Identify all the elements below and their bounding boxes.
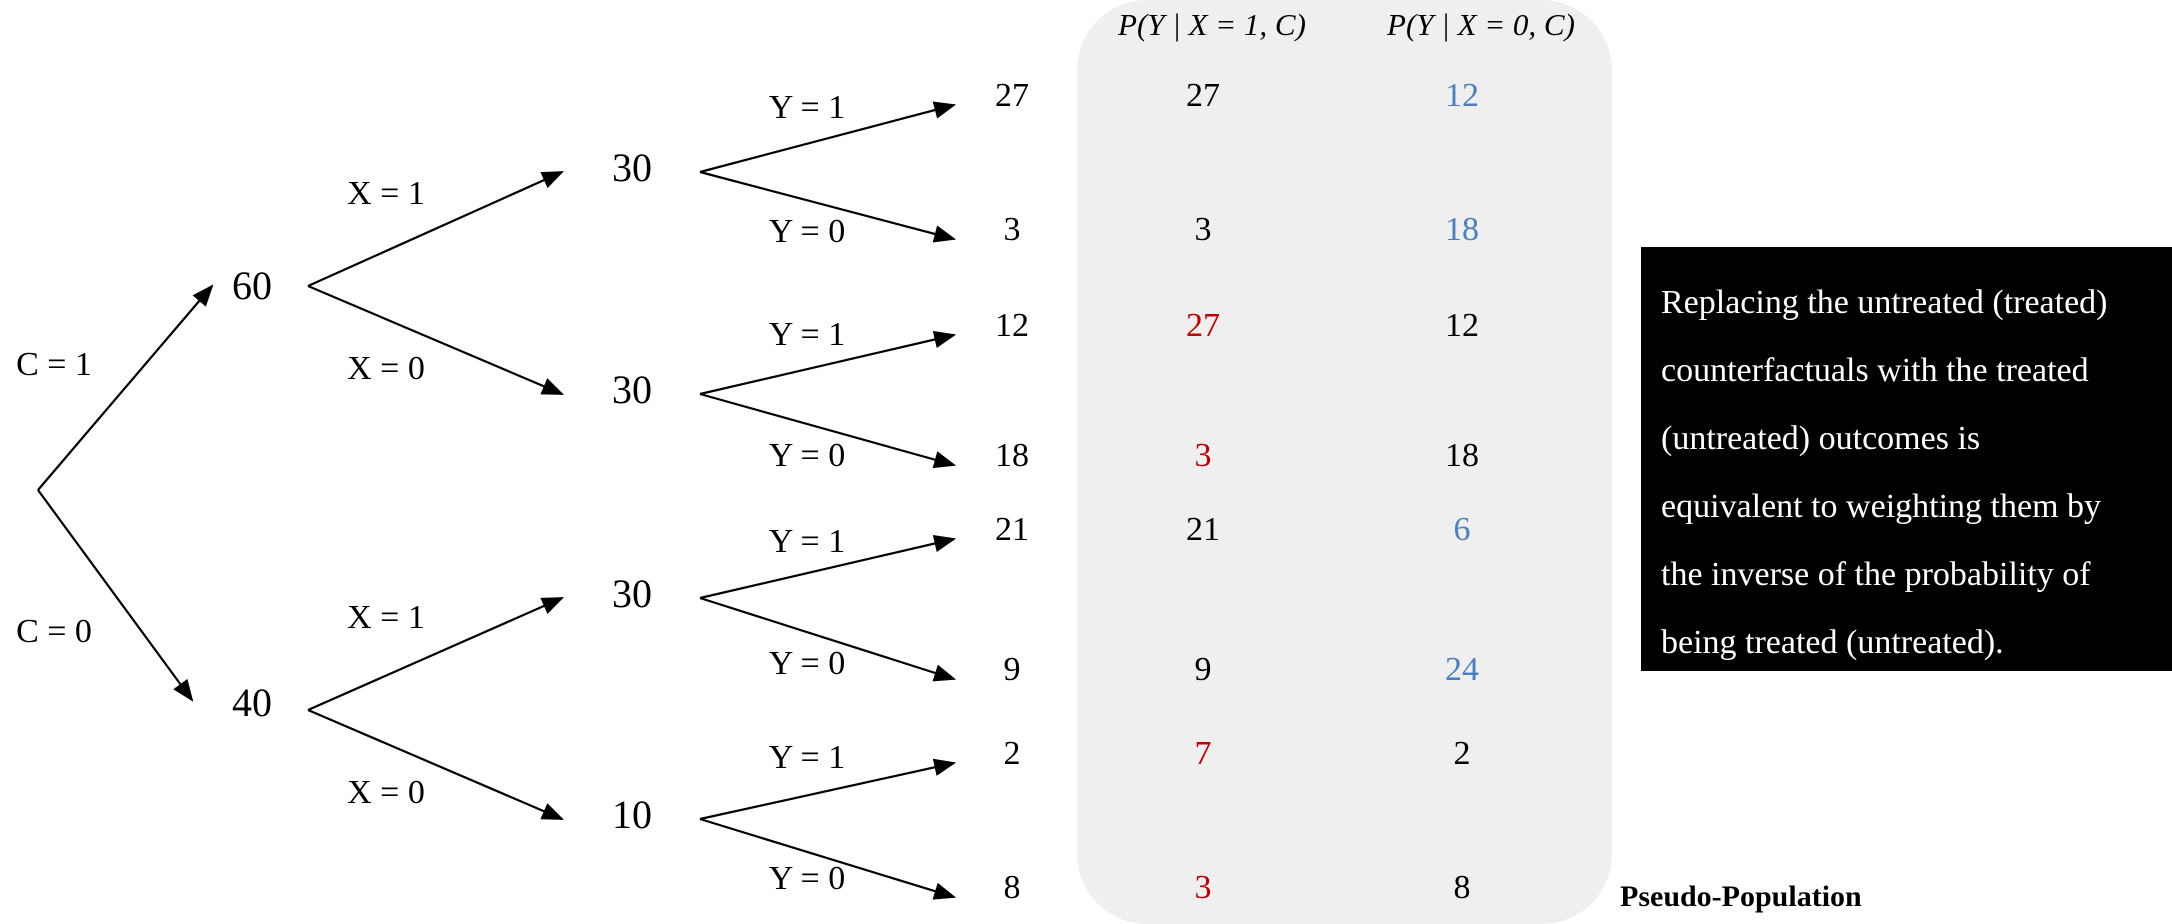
pseudo-value-untreated: 2: [1454, 735, 1471, 772]
tree-edges: [37, 101, 957, 900]
x-node-count: 30: [612, 571, 652, 616]
note-line: equivalent to weighting them by: [1661, 488, 2102, 525]
note-line: the inverse of the probability of: [1661, 556, 2091, 593]
x-node-count: 10: [612, 792, 652, 837]
pseudo-value-untreated: 12: [1445, 77, 1479, 114]
y-branch-label: Y = 0: [769, 213, 845, 250]
y-branch-arrow: [699, 392, 957, 469]
y-branch-label: Y = 0: [769, 645, 845, 682]
y-branch-label: Y = 1: [769, 89, 845, 126]
pseudo-population-label: Pseudo-Population: [1620, 880, 1862, 913]
note-line: (untreated) outcomes is: [1661, 420, 1981, 457]
pseudo-value-untreated: 8: [1454, 869, 1471, 906]
y-branch-arrow: [699, 170, 957, 243]
y-branch-arrow: [699, 534, 957, 600]
pseudo-value-untreated: 12: [1445, 307, 1479, 344]
leaf-count: 21: [995, 511, 1029, 548]
x-branch-label: X = 1: [347, 599, 425, 636]
x-branch-label: X = 0: [347, 774, 425, 811]
note-line: counterfactuals with the treated: [1661, 352, 2089, 389]
pseudo-value-untreated: 18: [1445, 211, 1479, 248]
x-node-count: 30: [612, 367, 652, 412]
y-branch-label: Y = 1: [769, 739, 845, 776]
y-branch-arrow: [699, 596, 957, 682]
x-node-count: 30: [612, 145, 652, 190]
leaf-count: 3: [1004, 211, 1021, 248]
y-branch-arrow: [699, 330, 957, 396]
leaf-count: 27: [995, 77, 1029, 114]
c-branch-arrow: [37, 489, 194, 702]
pseudo-value-treated: 27: [1186, 77, 1220, 114]
x-branch-arrow: [307, 708, 565, 821]
note-line: being treated (untreated).: [1661, 624, 2004, 661]
column-header-untreated: P(Y | X = 0, C): [1386, 7, 1575, 42]
column-header-treated: P(Y | X = 1, C): [1117, 7, 1306, 42]
c-branch-arrow: [37, 284, 214, 491]
leaf-count: 12: [995, 307, 1029, 344]
c-branch-label: C = 1: [16, 346, 92, 383]
pseudo-value-treated: 3: [1195, 437, 1212, 474]
c-node-count: 60: [232, 263, 272, 308]
c-branch-label: C = 0: [16, 613, 92, 650]
y-branch-label: Y = 0: [769, 437, 845, 474]
leaf-count: 8: [1004, 869, 1021, 906]
leaf-count: 2: [1004, 735, 1021, 772]
y-branch-label: Y = 1: [769, 316, 845, 353]
pseudo-value-treated: 9: [1195, 651, 1212, 688]
pseudo-value-treated: 7: [1195, 735, 1212, 772]
pseudo-value-untreated: 24: [1445, 651, 1479, 688]
x-branch-arrow: [307, 170, 565, 288]
pseudo-value-treated: 3: [1195, 869, 1212, 906]
y-branch-label: Y = 0: [769, 860, 845, 897]
pseudo-value-treated: 3: [1195, 211, 1212, 248]
leaf-count: 9: [1004, 651, 1021, 688]
x-branch-arrow: [307, 596, 565, 712]
pseudo-value-untreated: 6: [1454, 511, 1471, 548]
pseudo-value-treated: 21: [1186, 511, 1220, 548]
x-branch-arrow: [307, 284, 565, 396]
note-line: Replacing the untreated (treated): [1661, 284, 2108, 321]
y-branch-arrow: [699, 101, 957, 174]
pseudo-population-panel: [1077, 0, 1612, 924]
leaf-count: 18: [995, 437, 1029, 474]
y-branch-arrow: [699, 817, 957, 900]
explanation-note: Replacing the untreated (treated) counte…: [1641, 247, 2172, 671]
y-branch-label: Y = 1: [769, 523, 845, 560]
c-node-count: 40: [232, 680, 272, 725]
pseudo-value-untreated: 18: [1445, 437, 1479, 474]
y-branch-arrow: [699, 758, 957, 821]
tree-labels: C = 1 C = 0 60 40 X = 1 30 X = 0 30 X = 1 30 X = 0…: [16, 77, 1029, 906]
x-branch-label: X = 1: [347, 175, 425, 212]
pseudo-value-treated: 27: [1186, 307, 1220, 344]
x-branch-label: X = 0: [347, 350, 425, 387]
